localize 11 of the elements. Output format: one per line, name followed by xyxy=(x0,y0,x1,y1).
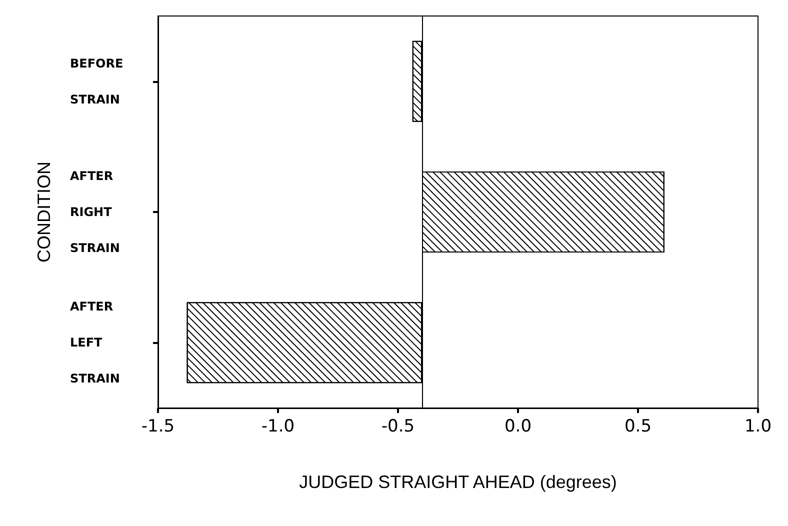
x-tick-label: -1.5 xyxy=(141,416,175,436)
x-tick-label: -1.0 xyxy=(261,416,295,436)
category-label: AFTER LEFT STRAIN xyxy=(70,300,120,386)
category-label: BEFORE STRAIN xyxy=(70,56,124,106)
x-tick-label: 0.0 xyxy=(504,416,532,436)
x-tick-label: 0.5 xyxy=(624,416,652,436)
x-tick-label: 1.0 xyxy=(744,416,772,436)
category-label: AFTER RIGHT STRAIN xyxy=(70,169,120,255)
x-axis-title: JUDGED STRAIGHT AHEAD (degrees) xyxy=(299,472,617,492)
x-tick-label: -0.5 xyxy=(381,416,415,436)
y-axis-title: CONDITION xyxy=(34,162,54,262)
